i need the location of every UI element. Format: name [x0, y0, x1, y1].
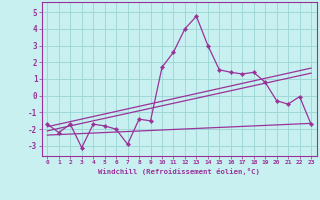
X-axis label: Windchill (Refroidissement éolien,°C): Windchill (Refroidissement éolien,°C)	[98, 168, 260, 175]
